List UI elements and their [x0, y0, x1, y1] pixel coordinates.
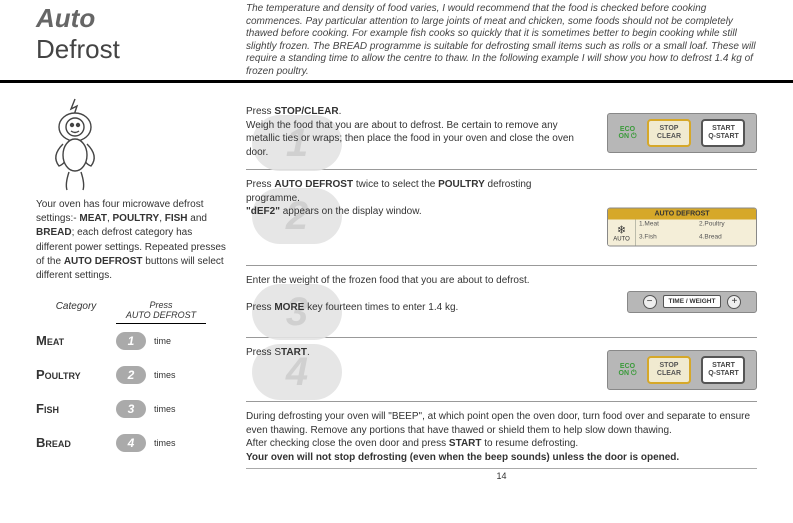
txt-bold: "dEF2" — [246, 206, 280, 217]
step-4: 4 Press START. ECOON ⏻ STOPCLEAR STARTQ-… — [246, 338, 757, 402]
press-count-pill: 3 — [116, 400, 146, 418]
footer-note: During defrosting your oven will "BEEP",… — [246, 410, 757, 464]
step-text: Press STOP/CLEAR. Weigh the food that yo… — [246, 105, 757, 159]
step-text: Press AUTO DEFROST twice to select the P… — [246, 178, 757, 219]
txt: Press — [246, 106, 274, 117]
txt: . — [339, 106, 342, 117]
txt: STOP — [660, 362, 679, 370]
txt: ECO — [620, 363, 635, 370]
txt: key fourteen times to enter 1.4 kg. — [304, 302, 458, 313]
category-table: Category Press AUTO DEFROST Meat 1 time … — [36, 301, 228, 460]
table-row: Meat 1 time — [36, 324, 228, 358]
table-row: Fish 3 times — [36, 392, 228, 426]
stop-clear-button[interactable]: STOPCLEAR — [647, 356, 691, 384]
snowflake-icon: ❄AUTO — [608, 220, 636, 246]
times-label: time — [154, 336, 171, 346]
txt-bold: START — [449, 438, 482, 449]
sidebar-description: Your oven has four microwave defrost set… — [36, 198, 228, 283]
intro-text: The temperature and density of food vari… — [246, 3, 757, 77]
title-auto: Auto — [36, 3, 246, 34]
txt-poultry: POULTRY — [113, 213, 160, 224]
cat-label: Bread — [36, 435, 116, 450]
txt: Press — [246, 302, 274, 313]
step-1: 1 Press STOP/CLEAR. Weigh the food that … — [246, 97, 757, 170]
txt: During defrosting your oven will "BEEP",… — [246, 411, 750, 436]
times-label: times — [154, 404, 176, 414]
txt-bold: TART — [281, 347, 307, 358]
txt: Weigh the food that you are about to def… — [246, 120, 574, 158]
category-table-head: Category Press AUTO DEFROST — [36, 301, 228, 324]
txt: to resume defrosting. — [482, 438, 579, 449]
txt-fish: FISH — [165, 213, 188, 224]
col-press: Press AUTO DEFROST — [116, 301, 206, 324]
txt: START — [712, 362, 735, 370]
txt-autodefrost: AUTO DEFROST — [64, 256, 143, 267]
main-content: Your oven has four microwave defrost set… — [0, 83, 793, 481]
col-category: Category — [36, 301, 116, 324]
txt-bold: AUTO DEFROST — [274, 179, 353, 190]
step-3: 3 Enter the weight of the frozen food th… — [246, 266, 757, 338]
defrost-options: 1.Meat 2.Poultry 3.Fish 4.Bread — [636, 220, 756, 246]
sidebar: Your oven has four microwave defrost set… — [36, 97, 246, 481]
page-title-block: Auto Defrost — [36, 3, 246, 77]
txt-bold: Your oven will not stop defrosting (even… — [246, 452, 679, 463]
txt: AUTO DEFROST — [126, 310, 196, 320]
press-count-pill: 1 — [116, 332, 146, 350]
txt-meat: MEAT — [79, 213, 107, 224]
robot-illustration — [40, 97, 110, 192]
page-number: 14 — [246, 468, 757, 481]
txt-bold: MORE — [274, 302, 304, 313]
times-label: times — [154, 438, 176, 448]
txt-bold: POULTRY — [438, 179, 485, 190]
eco-icon: ECOON ⏻ — [619, 363, 637, 377]
txt: Press — [149, 300, 172, 310]
opt-bread[interactable]: 4.Bread — [696, 233, 756, 246]
cat-label: Poultry — [36, 367, 116, 382]
start-button[interactable]: STARTQ-START — [701, 356, 745, 384]
opt-fish[interactable]: 3.Fish — [636, 233, 696, 246]
txt: CLEAR — [657, 370, 681, 378]
txt: . — [307, 347, 310, 358]
txt: ON — [619, 370, 630, 377]
txt: Q-START — [708, 370, 739, 378]
txt: twice to select the — [353, 179, 438, 190]
times-label: times — [154, 370, 176, 380]
sep: and — [188, 213, 207, 224]
opt-meat[interactable]: 1.Meat — [636, 220, 696, 233]
table-row: Poultry 2 times — [36, 358, 228, 392]
step-text: Enter the weight of the frozen food that… — [246, 274, 757, 315]
cat-label: Fish — [36, 401, 116, 416]
txt: AUTO — [613, 236, 630, 242]
press-count-pill: 4 — [116, 434, 146, 452]
press-count-pill: 2 — [116, 366, 146, 384]
table-row: Bread 4 times — [36, 426, 228, 460]
txt-bold: STOP/CLEAR — [274, 106, 338, 117]
txt: Press — [246, 179, 274, 190]
txt: After checking close the oven door and p… — [246, 438, 449, 449]
step-text: Press START. — [246, 346, 757, 360]
header-bar: Auto Defrost The temperature and density… — [0, 0, 793, 83]
step-2: 2 Press AUTO DEFROST twice to select the… — [246, 170, 757, 266]
txt: Press S — [246, 347, 281, 358]
title-defrost: Defrost — [36, 34, 246, 65]
steps-column: 1 Press STOP/CLEAR. Weigh the food that … — [246, 97, 757, 481]
opt-poultry[interactable]: 2.Poultry — [696, 220, 756, 233]
cat-label: Meat — [36, 333, 116, 348]
txt: appears on the display window. — [280, 206, 422, 217]
txt: Enter the weight of the frozen food that… — [246, 275, 530, 286]
txt-bread: BREAD — [36, 227, 72, 238]
